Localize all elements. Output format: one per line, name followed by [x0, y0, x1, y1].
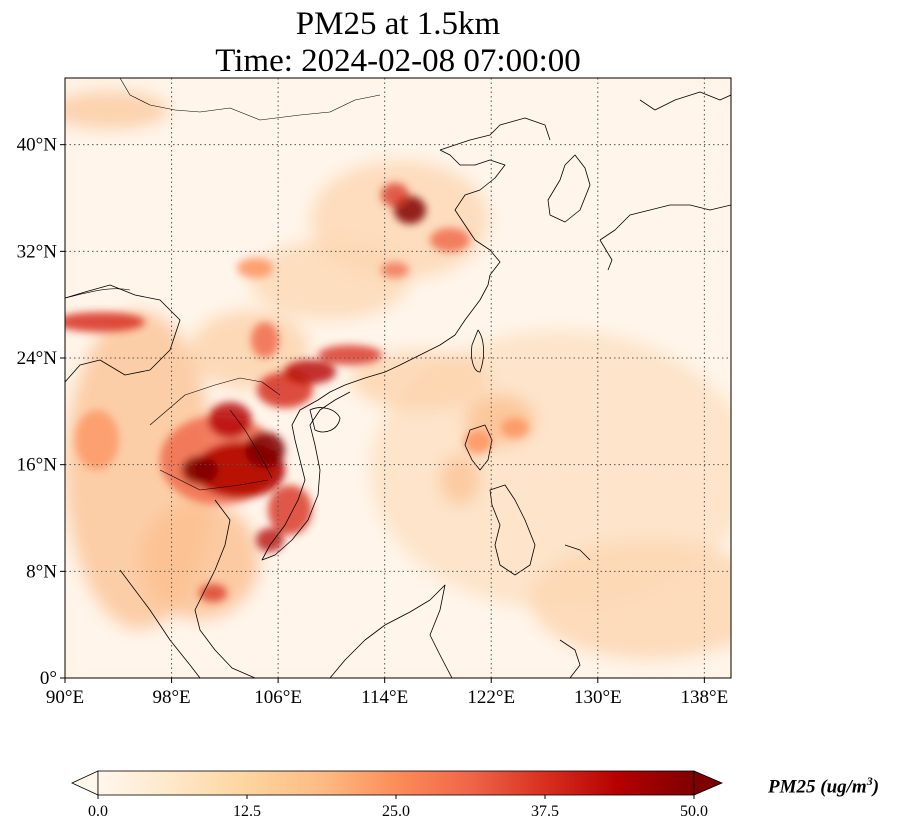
- colorbar-tick-label: 12.5: [233, 803, 261, 820]
- lon-tick-label: 130°E: [574, 687, 622, 708]
- colorbar-tick-label: 37.5: [531, 803, 559, 820]
- colorbar-tick-label: 50.0: [680, 803, 708, 820]
- pm25-concentrated-layer: [65, 183, 529, 602]
- colorbar-bar: [97, 770, 695, 796]
- colorbar-tick-label: 25.0: [382, 803, 410, 820]
- lat-tick-label: 8°N: [26, 561, 57, 582]
- colorbar-min-extend-arrow: [71, 770, 99, 796]
- small-islands: [564, 544, 591, 561]
- lon-tick-label: 122°E: [467, 687, 515, 708]
- lon-tick-label: 114°E: [361, 687, 408, 708]
- coastlines: [65, 78, 731, 678]
- mindanao-visayas: [489, 484, 536, 576]
- lat-tick-label: 40°N: [17, 135, 58, 156]
- map-frame: [64, 77, 732, 679]
- map-title: PM25 at 1.5km: [295, 6, 501, 42]
- colorbar-tick-label: 0.0: [88, 803, 108, 820]
- lon-tick-label: 138°E: [681, 687, 729, 708]
- lon-tick-label: 90°E: [46, 687, 84, 708]
- china-east-coast: [439, 149, 506, 276]
- lat-tick-label: 24°N: [17, 348, 58, 369]
- malay-peninsula: [194, 499, 256, 678]
- kyushu: [599, 239, 613, 271]
- lat-tick-label: 16°N: [17, 455, 58, 476]
- map-subtitle-time: Time: 2024-02-08 07:00:00: [215, 43, 581, 79]
- sulawesi-coast: [559, 639, 581, 678]
- china-south-coast: [261, 274, 491, 561]
- pm25-diffuse-layer: [65, 78, 731, 678]
- sumatra-coast: [119, 569, 201, 678]
- lon-tick-label: 98°E: [152, 687, 190, 708]
- gridlines: [65, 78, 731, 678]
- taiwan-island: [471, 329, 484, 373]
- lat-tick-label: 32°N: [17, 241, 58, 262]
- mongolia-border: [119, 78, 381, 121]
- lat-tick-label: 0°: [40, 668, 57, 689]
- hainan-island: [309, 407, 341, 433]
- indochina-borders: [149, 377, 281, 426]
- colorbar-max-extend-arrow: [693, 770, 724, 796]
- myanmar-india-border: [65, 284, 181, 383]
- russia-coast: [639, 91, 731, 111]
- korea-peninsula: [547, 154, 591, 223]
- colorbar-label: PM25 (ug/m3): [768, 774, 880, 798]
- borneo-coast: [329, 584, 453, 678]
- pm25-field: [65, 78, 731, 678]
- japan-south-coast: [599, 204, 731, 241]
- lon-tick-label: 106°E: [254, 687, 302, 708]
- colorbar-ticks: 0.0 12.5 25.0 37.5 50.0: [88, 795, 708, 820]
- longitude-ticks: 90°E 98°E 106°E 114°E 122°E 130°E 138°E: [46, 678, 728, 708]
- latitude-ticks: 0° 8°N 16°N 24°N 32°N 40°N: [17, 135, 65, 689]
- colorbar: 0.0 12.5 25.0 37.5 50.0: [71, 770, 724, 820]
